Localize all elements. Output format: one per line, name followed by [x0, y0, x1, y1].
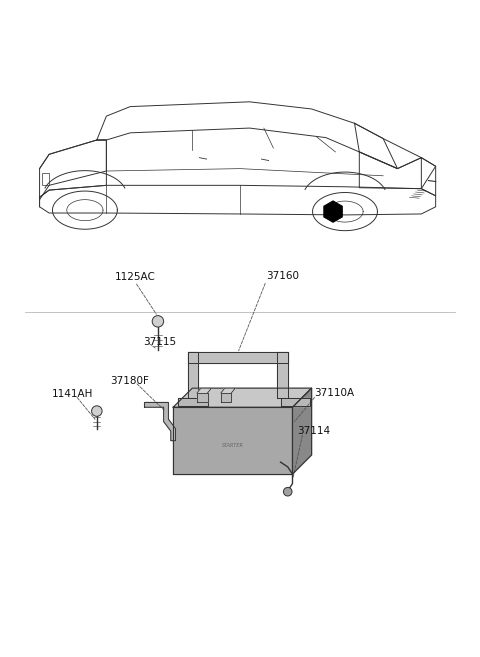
- Text: 37160: 37160: [266, 271, 299, 281]
- Text: 37114: 37114: [297, 426, 330, 436]
- Polygon shape: [144, 403, 176, 441]
- Polygon shape: [292, 388, 312, 474]
- Text: 37110A: 37110A: [314, 388, 354, 398]
- Text: 1141AH: 1141AH: [51, 390, 93, 399]
- Polygon shape: [197, 393, 207, 401]
- Polygon shape: [221, 393, 231, 401]
- Polygon shape: [277, 352, 288, 397]
- Polygon shape: [281, 397, 310, 406]
- Polygon shape: [173, 388, 312, 407]
- Circle shape: [283, 487, 292, 496]
- Bar: [42, 173, 49, 185]
- Polygon shape: [178, 397, 207, 406]
- Polygon shape: [173, 407, 292, 474]
- Text: 37180F: 37180F: [110, 376, 149, 386]
- Text: 1125AC: 1125AC: [115, 272, 156, 282]
- Circle shape: [152, 315, 164, 327]
- Circle shape: [92, 406, 102, 417]
- Polygon shape: [188, 352, 288, 363]
- Polygon shape: [188, 352, 198, 397]
- Polygon shape: [197, 388, 211, 393]
- Text: STARTER: STARTER: [222, 443, 244, 448]
- Polygon shape: [221, 388, 235, 393]
- Text: 37115: 37115: [144, 337, 177, 347]
